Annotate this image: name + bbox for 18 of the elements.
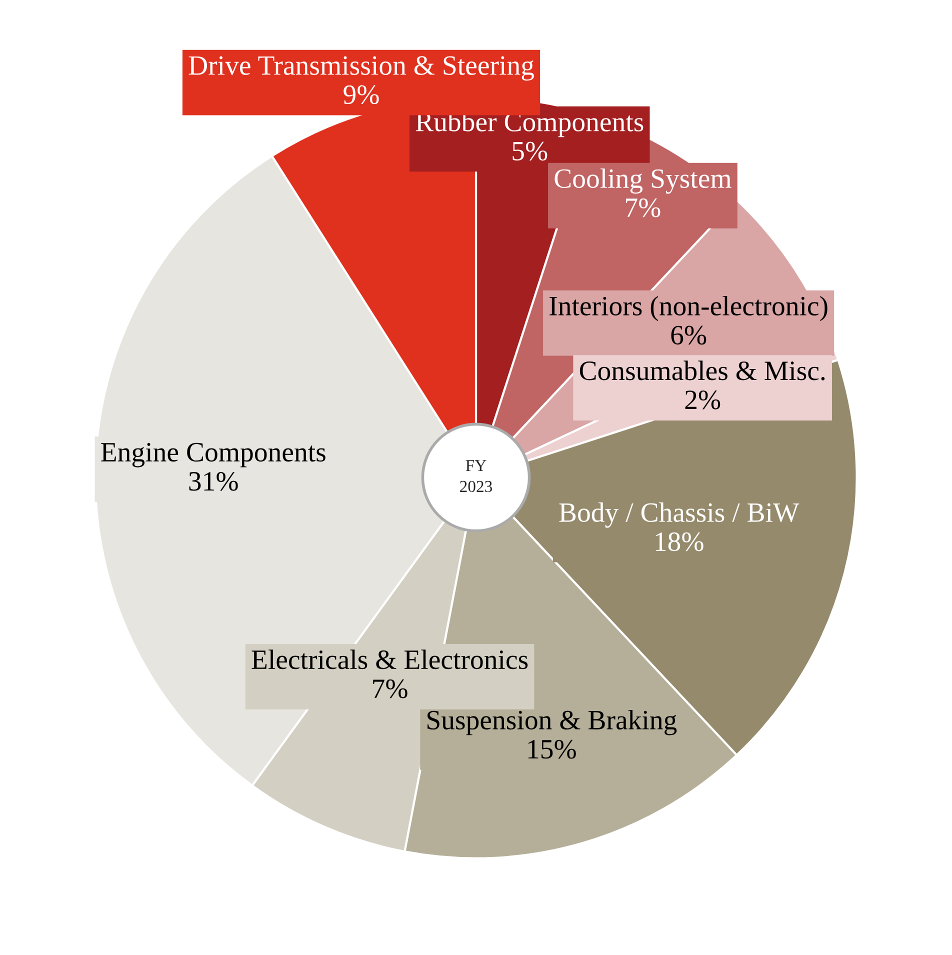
- data-label: 5%: [512, 142, 548, 161]
- slice-label: Interiors (non-electronic): [550, 296, 828, 322]
- data-label: 15%: [528, 740, 576, 759]
- slice-label: Suspension & Braking: [428, 710, 677, 736]
- data-label: 31%: [189, 472, 238, 491]
- text: FY 2023: [460, 460, 492, 492]
- slice-label: Body / Chassis / BiW: [559, 502, 800, 528]
- data-label: 7%: [373, 679, 408, 698]
- slice-label: Engine Components: [101, 442, 326, 468]
- slice-label: Drive Transmission & Steering: [188, 56, 534, 81]
- data-label: 18%: [656, 532, 704, 552]
- data-label: 6%: [671, 326, 706, 345]
- slice-label: Cooling System: [554, 168, 732, 194]
- slice-label: Electricals & Electronics: [252, 650, 528, 670]
- data-label: 9%: [344, 85, 379, 104]
- data-label: 7%: [626, 198, 660, 218]
- slice-label: Consumables & Misc.: [580, 360, 825, 380]
- data-label: 2%: [685, 390, 720, 410]
